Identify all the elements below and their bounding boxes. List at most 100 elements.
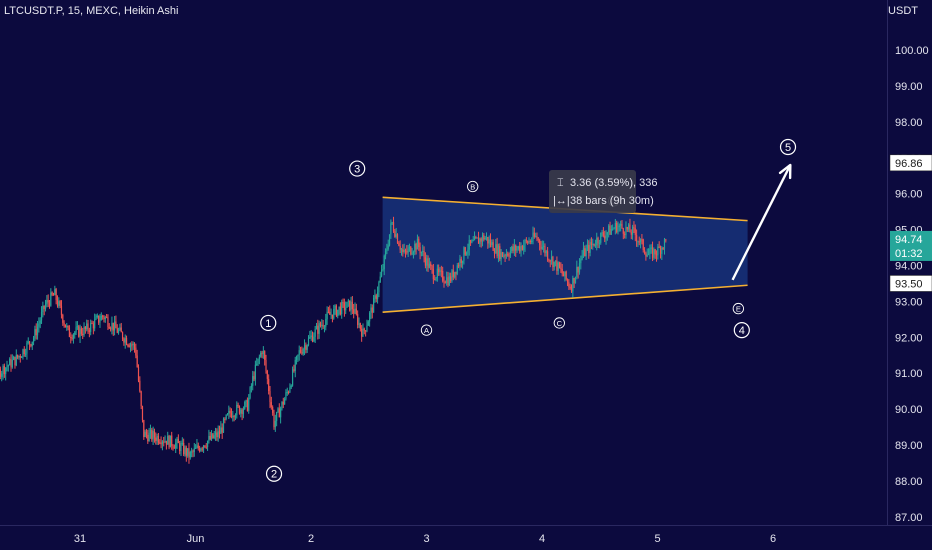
candle-body bbox=[354, 308, 356, 314]
candle-body bbox=[191, 451, 193, 453]
wave-label-text: E bbox=[736, 305, 741, 314]
wave-arrow-line bbox=[731, 164, 792, 281]
candle-body bbox=[197, 445, 199, 449]
candle-body bbox=[584, 248, 586, 257]
measure-price-change: 3.36 (3.59%), 336 bbox=[570, 177, 657, 189]
candle-body bbox=[110, 328, 112, 330]
candle-body bbox=[246, 400, 249, 411]
price-tick-label: 99.00 bbox=[895, 81, 923, 93]
candle-body bbox=[139, 380, 141, 392]
price-tick-label: 100.00 bbox=[895, 45, 929, 57]
candle-body bbox=[257, 358, 259, 364]
candle-body bbox=[35, 329, 37, 336]
candle-body bbox=[359, 323, 361, 329]
candle-body bbox=[121, 332, 124, 339]
candle-body bbox=[297, 354, 299, 357]
candle-body bbox=[27, 341, 29, 343]
candle-body bbox=[491, 242, 493, 246]
candle-body bbox=[50, 292, 52, 306]
measure-tooltip-box bbox=[549, 170, 636, 213]
candle-body bbox=[11, 359, 13, 368]
candle-body bbox=[317, 325, 319, 334]
candle-body bbox=[119, 327, 121, 331]
candle-body bbox=[7, 365, 9, 367]
candle-body bbox=[250, 385, 253, 388]
candle-body bbox=[185, 447, 187, 456]
candle-body bbox=[581, 255, 583, 260]
candle-body bbox=[594, 245, 597, 247]
candle-body bbox=[252, 376, 254, 386]
candle-body bbox=[362, 328, 364, 337]
time-axis[interactable]: 31 Jun 2 3 4 5 6 bbox=[74, 533, 776, 545]
candle-body bbox=[626, 226, 628, 230]
candle-body bbox=[618, 225, 620, 227]
candle-body bbox=[5, 367, 7, 375]
candle-body bbox=[592, 243, 594, 245]
candle-body bbox=[560, 267, 562, 270]
candle-body bbox=[172, 445, 174, 448]
candle-body bbox=[662, 247, 664, 249]
candle-body bbox=[373, 297, 375, 313]
time-tick-label: 6 bbox=[770, 533, 776, 545]
candle-body bbox=[378, 282, 380, 293]
candle-body bbox=[129, 344, 132, 347]
candle-body bbox=[220, 427, 222, 434]
candle-body bbox=[327, 311, 330, 313]
candle-body bbox=[665, 239, 667, 241]
candle-body bbox=[213, 435, 215, 438]
candle-body bbox=[307, 338, 310, 346]
wave-label-circle bbox=[265, 465, 283, 482]
candle-body bbox=[94, 319, 96, 329]
candle-body bbox=[552, 256, 554, 268]
candle-body bbox=[500, 252, 502, 260]
candle-body bbox=[63, 322, 65, 325]
price-axis[interactable]: 100.0099.0098.0097.0096.0095.0094.0093.0… bbox=[895, 45, 929, 524]
wave-label-circle bbox=[467, 180, 479, 193]
candle-body bbox=[402, 249, 404, 252]
candle-body bbox=[609, 225, 611, 235]
candle-body bbox=[624, 233, 626, 236]
candle-body bbox=[527, 241, 529, 244]
candle-body bbox=[561, 269, 563, 274]
price-mark-label: 93.50 bbox=[895, 278, 923, 290]
candle-body bbox=[576, 266, 578, 278]
candle-body bbox=[387, 245, 389, 250]
candle-body bbox=[647, 254, 650, 256]
candle-body bbox=[68, 327, 71, 337]
candle-body bbox=[325, 319, 327, 327]
candle-body bbox=[484, 237, 486, 240]
candle-body bbox=[30, 344, 32, 347]
candle-body bbox=[216, 432, 218, 438]
candle-body bbox=[295, 356, 298, 360]
candle-body bbox=[310, 335, 312, 337]
current-price-value: 94.74 bbox=[895, 234, 923, 246]
candle-body bbox=[112, 322, 114, 331]
candle-body bbox=[365, 330, 367, 332]
candle-body bbox=[10, 358, 12, 368]
candle-body bbox=[430, 263, 432, 266]
candle-body bbox=[21, 357, 23, 359]
candle-body bbox=[92, 323, 94, 329]
candle-body bbox=[565, 271, 567, 280]
wave-arrow-head bbox=[778, 163, 792, 180]
candle-body bbox=[60, 305, 63, 315]
candle-body bbox=[204, 445, 206, 447]
candle-body bbox=[384, 250, 387, 256]
candle-body bbox=[64, 324, 67, 328]
candle-body bbox=[148, 432, 150, 442]
price-marks-layer: 96.86 93.50 94.74 01:32 bbox=[889, 154, 932, 292]
candle-body bbox=[395, 234, 397, 237]
candle-body bbox=[582, 248, 585, 256]
candle-body bbox=[568, 281, 570, 287]
candle-body bbox=[422, 250, 424, 253]
candle-body bbox=[468, 239, 470, 250]
candle-body bbox=[418, 238, 420, 248]
candle-body bbox=[315, 325, 318, 330]
wave-label-text: 4 bbox=[739, 325, 745, 337]
candle-body bbox=[147, 434, 149, 442]
candle-body bbox=[375, 295, 377, 299]
candle-body bbox=[334, 305, 336, 309]
candle-body bbox=[241, 409, 243, 414]
candle-body bbox=[642, 239, 644, 250]
